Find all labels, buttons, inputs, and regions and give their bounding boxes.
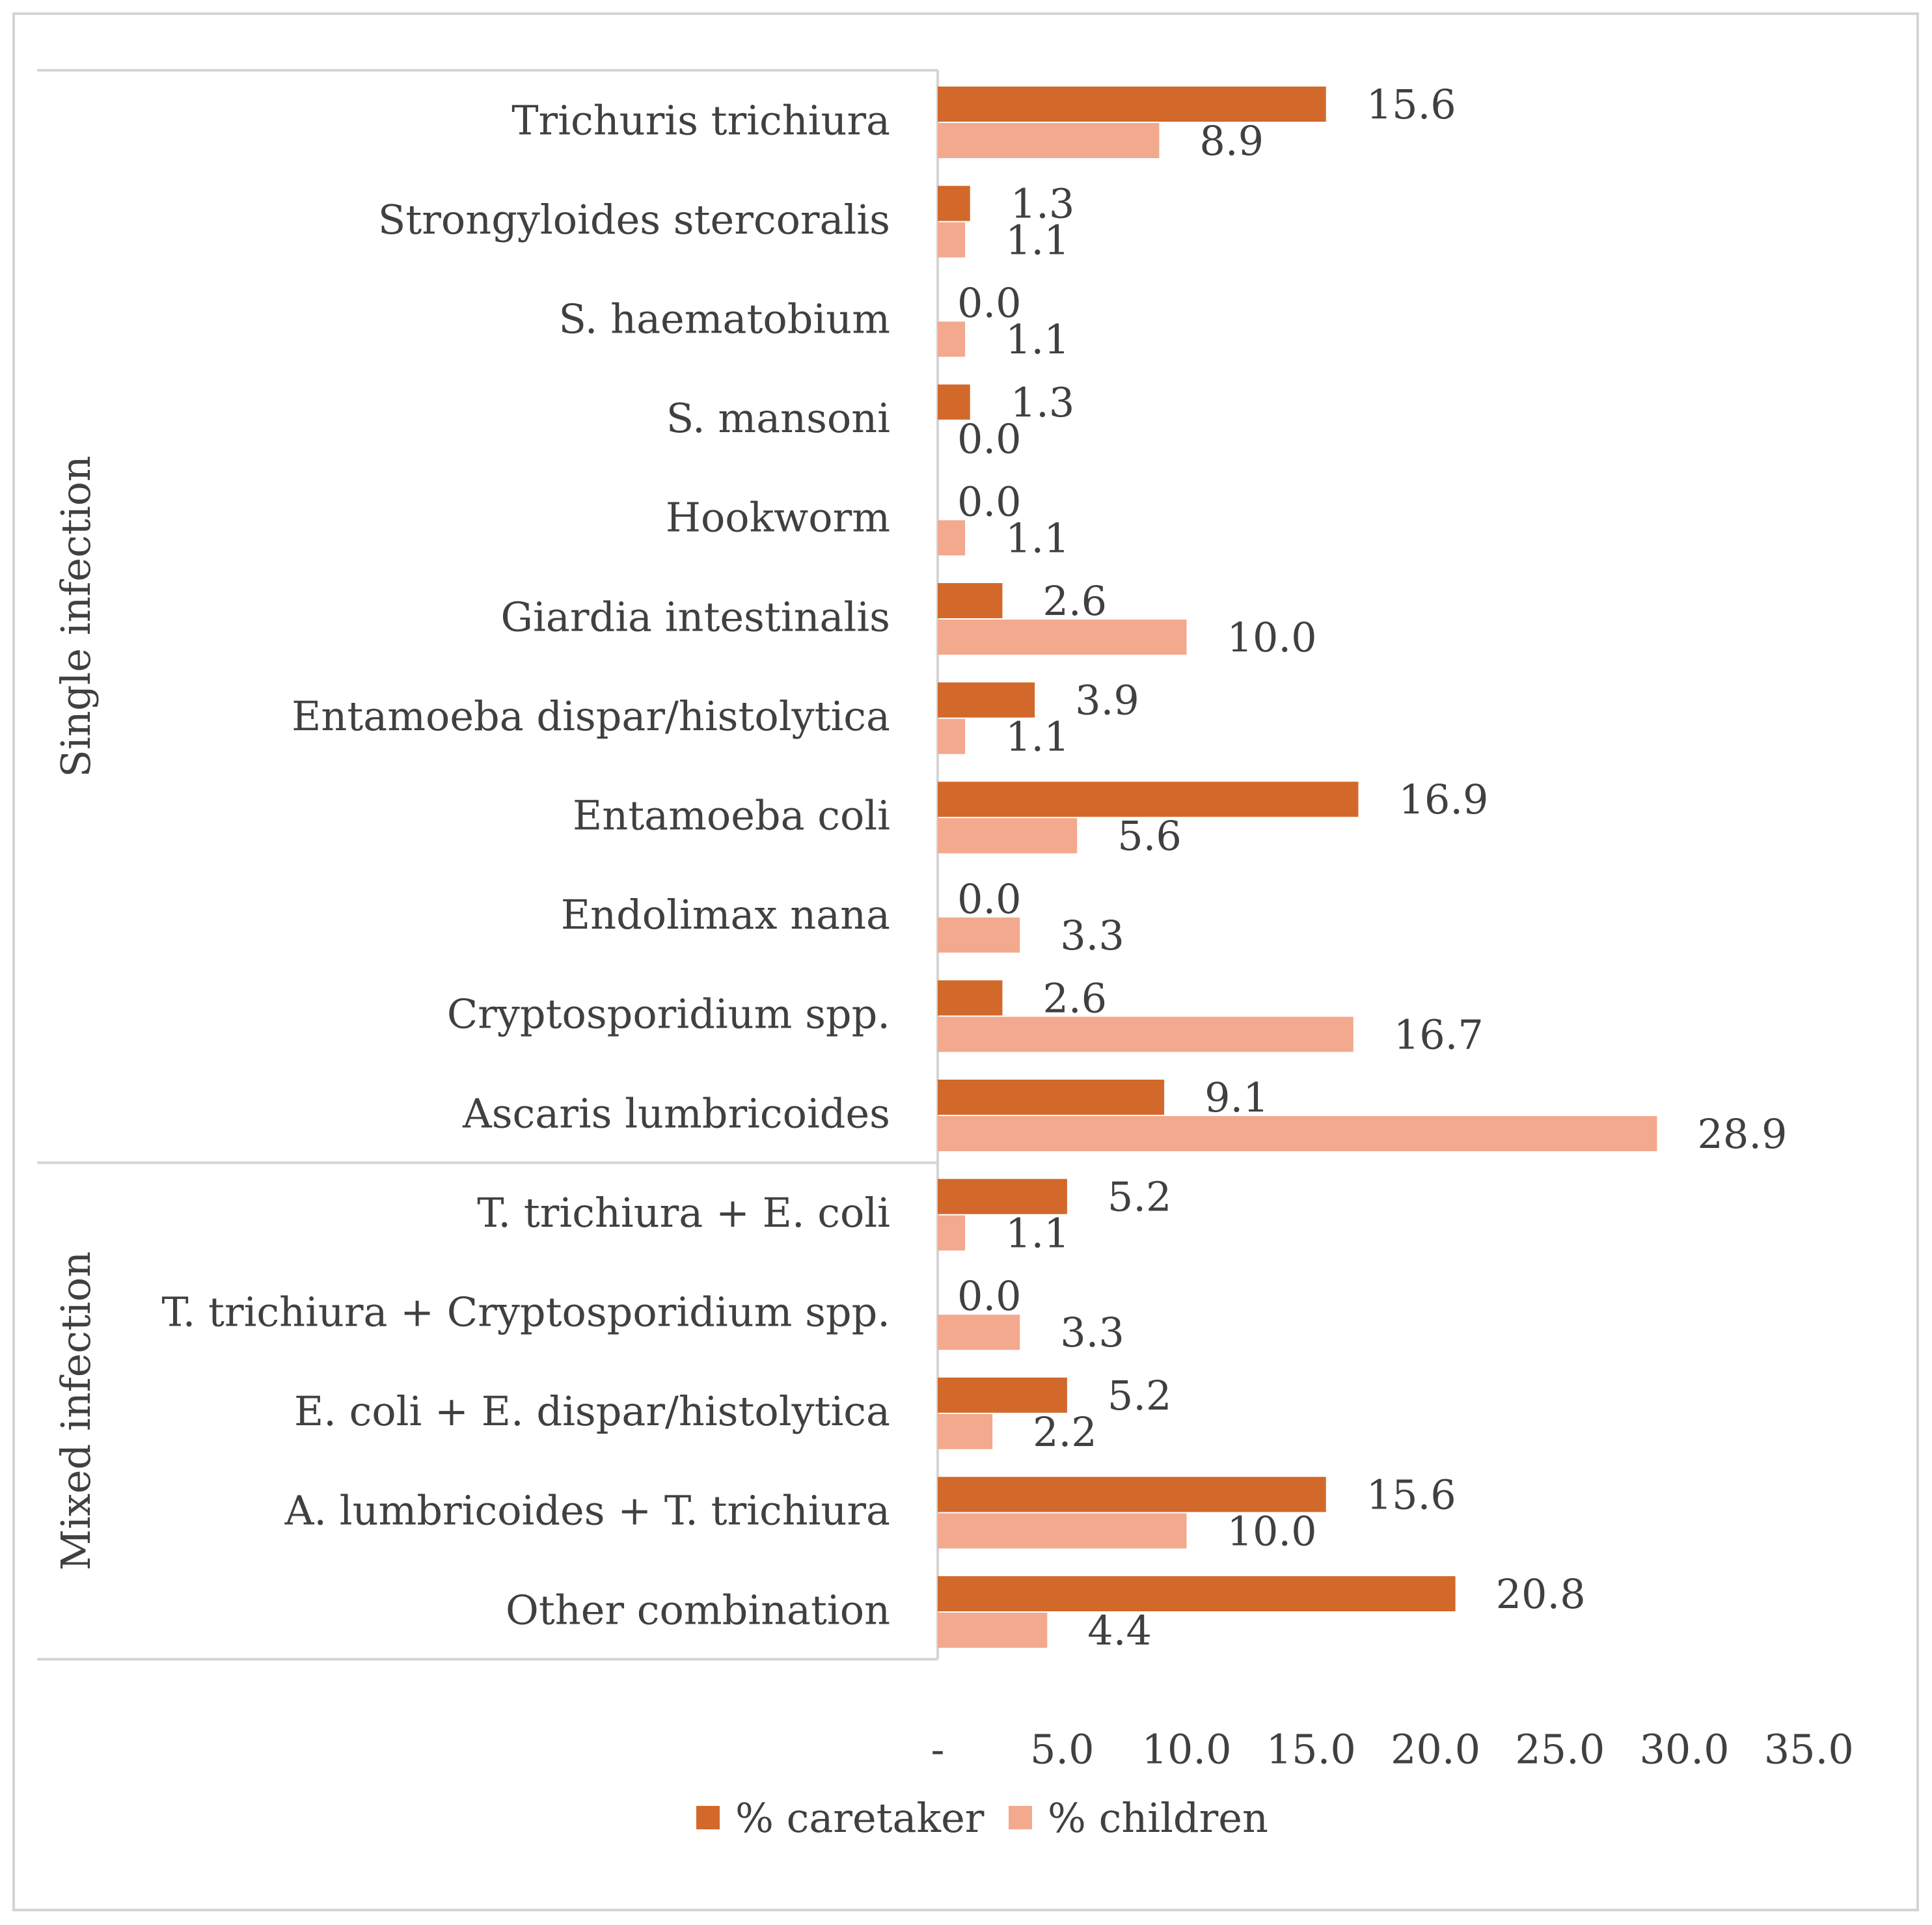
data-label-children: 1.1 <box>1005 316 1070 363</box>
bar-children <box>938 222 966 258</box>
data-label-caretaker: 1.3 <box>1011 180 1075 228</box>
bar-children <box>938 818 1078 854</box>
category-label: Entamoeba dispar/histolytica <box>292 692 890 740</box>
data-label-caretaker: 15.6 <box>1367 1471 1456 1518</box>
category-label: Ascaris lumbricoides <box>462 1089 890 1137</box>
x-tick-label: 15.0 <box>1266 1726 1356 1773</box>
data-label-children: 3.3 <box>1060 1309 1124 1356</box>
bar-caretaker <box>938 185 970 221</box>
category-label: A. lumbricoides + T. trichiura <box>284 1487 890 1535</box>
data-label-caretaker: 5.2 <box>1108 1372 1172 1419</box>
category-label: S. mansoni <box>666 394 890 442</box>
category-label: T. trichiura + E. coli <box>477 1189 890 1236</box>
category-label: Entamoeba coli <box>573 792 890 840</box>
data-label-children: 1.1 <box>1005 514 1070 562</box>
group-label: Mixed infection <box>52 1251 100 1571</box>
data-labels: 15.68.91.31.10.01.11.30.00.01.12.610.03.… <box>957 81 1787 1654</box>
data-label-caretaker: 9.1 <box>1204 1074 1269 1121</box>
category-label: Cryptosporidium spp. <box>447 990 890 1038</box>
data-label-caretaker: 2.6 <box>1042 577 1107 625</box>
bar-children <box>938 1017 1354 1052</box>
legend-swatch <box>696 1806 720 1829</box>
bar-caretaker <box>938 980 1003 1016</box>
category-labels: Trichuris trichiura Strongyloides stercor… <box>161 96 890 1633</box>
bar-caretaker <box>938 1477 1326 1512</box>
data-label-children: 3.3 <box>1060 912 1124 959</box>
x-tick-label: 10.0 <box>1141 1726 1231 1773</box>
category-label: Giardia intestinalis <box>501 593 890 640</box>
bar-children <box>938 1215 966 1251</box>
data-label-caretaker: 20.8 <box>1496 1570 1586 1618</box>
data-label-children: 4.4 <box>1087 1607 1152 1654</box>
group-label: Single infection <box>52 456 100 777</box>
bar-children <box>938 1613 1048 1648</box>
x-tick-label: - <box>931 1726 945 1773</box>
bar-children <box>938 917 1020 953</box>
bar-children <box>938 1116 1657 1151</box>
bar-caretaker <box>938 87 1326 122</box>
data-label-caretaker: 16.9 <box>1398 776 1488 823</box>
data-label-caretaker: 0.0 <box>957 875 1022 923</box>
category-label: Endolimax nana <box>561 891 890 938</box>
bar-caretaker <box>938 1080 1165 1115</box>
bar-caretaker <box>938 1377 1067 1413</box>
x-tick-label: 25.0 <box>1515 1726 1605 1773</box>
bar-caretaker <box>938 384 970 420</box>
data-label-children: 10.0 <box>1227 614 1317 661</box>
bar-children <box>938 123 1160 158</box>
x-tick-label: 35.0 <box>1764 1726 1854 1773</box>
group-labels: Single infection Mixed infection <box>52 456 100 1570</box>
bar-children <box>938 718 966 754</box>
category-label: E. coli + E. dispar/histolytica <box>294 1387 890 1435</box>
data-label-children: 1.1 <box>1005 217 1070 264</box>
data-label-children: 10.0 <box>1227 1507 1317 1555</box>
legend: % caretaker % children <box>696 1794 1268 1842</box>
data-label-children: 16.7 <box>1394 1011 1484 1058</box>
legend-swatch <box>1009 1806 1032 1829</box>
data-label-children: 0.0 <box>957 415 1022 463</box>
data-label-children: 2.2 <box>1033 1408 1097 1456</box>
bar-caretaker <box>938 583 1003 618</box>
data-label-caretaker: 1.3 <box>1011 379 1075 426</box>
data-label-caretaker: 5.2 <box>1108 1173 1172 1221</box>
category-label: Other combination <box>506 1586 890 1633</box>
data-label-children: 1.1 <box>1005 1210 1070 1257</box>
x-tick-label: 30.0 <box>1639 1726 1729 1773</box>
category-label: Trichuris trichiura <box>511 96 890 144</box>
bar-children <box>938 620 1187 655</box>
bar-caretaker <box>938 1576 1456 1611</box>
category-label: S. haematobium <box>558 295 890 343</box>
bar-children <box>938 321 966 357</box>
data-label-caretaker: 15.6 <box>1367 81 1456 128</box>
data-label-children: 28.9 <box>1697 1110 1787 1158</box>
category-label: Strongyloides stercoralis <box>378 196 890 243</box>
data-label-caretaker: 0.0 <box>957 279 1022 327</box>
x-tick-label: 20.0 <box>1391 1726 1480 1773</box>
bar-caretaker <box>938 782 1359 817</box>
data-label-caretaker: 0.0 <box>957 1272 1022 1320</box>
bars-layer <box>938 87 1657 1648</box>
data-label-caretaker: 2.6 <box>1042 974 1107 1022</box>
category-label: T. trichiura + Cryptosporidium spp. <box>161 1289 890 1336</box>
data-label-caretaker: 0.0 <box>957 478 1022 525</box>
bar-children <box>938 520 966 556</box>
x-axis: - 5.0 10.0 15.0 20.0 25.0 30.0 35.0 <box>931 1726 1854 1773</box>
category-label: Hookworm <box>666 494 890 541</box>
bar-children <box>938 1315 1020 1350</box>
data-label-caretaker: 3.9 <box>1075 677 1139 724</box>
bar-caretaker <box>938 1179 1067 1214</box>
bar-caretaker <box>938 682 1035 718</box>
data-label-children: 8.9 <box>1199 117 1264 165</box>
data-label-children: 5.6 <box>1117 812 1182 860</box>
x-tick-label: 5.0 <box>1030 1726 1095 1773</box>
legend-label: % children <box>1048 1794 1268 1842</box>
data-label-children: 1.1 <box>1005 713 1070 761</box>
bar-children <box>938 1513 1187 1549</box>
bar-children <box>938 1413 993 1449</box>
legend-label: % caretaker <box>735 1794 985 1842</box>
